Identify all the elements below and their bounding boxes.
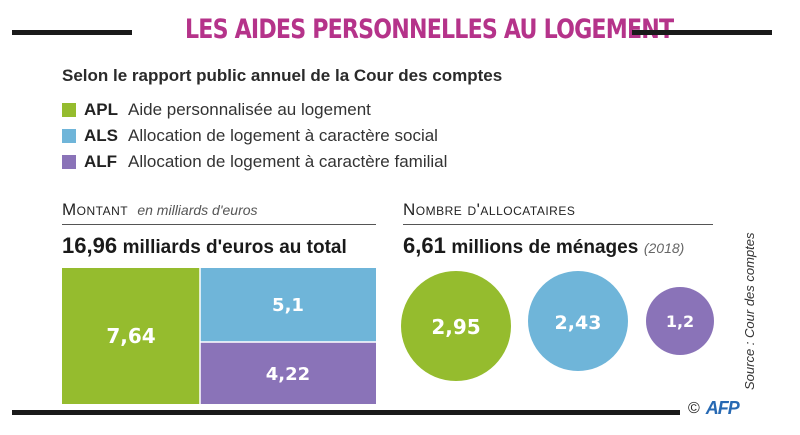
legend-swatch (62, 129, 76, 143)
bottom-bar (12, 410, 680, 415)
allocataires-total-value: 6,61 (403, 233, 446, 258)
allocataires-heading-text: Nombre d'allocataires (403, 200, 576, 219)
title-bar-left (12, 30, 132, 35)
legend-swatch (62, 155, 76, 169)
legend-code: APL (84, 100, 118, 119)
source-note: Source : Cour des comptes (742, 232, 757, 390)
allocataires-total: 6,61 millions de ménages (2018) (403, 233, 684, 259)
bubble-als (528, 271, 628, 371)
montant-total-text: milliards d'euros au total (122, 237, 347, 258)
montant-total-value: 16,96 (62, 233, 118, 258)
copyright-icon: © (688, 399, 700, 417)
treemap-chart: 7,64 5,1 4,22 (62, 268, 376, 404)
legend-label: Aide personnalisée au logement (128, 100, 371, 119)
afp-logo: AFP (705, 398, 740, 418)
subtitle: Selon le rapport public annuel de la Cou… (62, 66, 503, 85)
treemap-label-alf: 4,22 (266, 364, 310, 385)
allocataires-heading: Nombre d'allocataires (403, 200, 575, 220)
legend-item-apl: APL Aide personnalisée au logement (62, 99, 371, 121)
legend-item-als: ALS Allocation de logement à caractère s… (62, 125, 438, 147)
treemap-rect-als (200, 268, 376, 342)
treemap-label-apl: 7,64 (106, 324, 155, 348)
page-title: LES AIDES PERSONNELLES AU LOGEMENT (185, 14, 674, 45)
montant-rule (62, 224, 376, 225)
bubble-apl (401, 271, 511, 381)
allocataires-year-note: (2018) (643, 240, 685, 256)
montant-total: 16,96 milliards d'euros au total (62, 233, 347, 259)
legend-code: ALS (84, 126, 118, 145)
montant-heading-text: Montant (62, 200, 129, 219)
treemap-rect-apl (62, 268, 200, 404)
bubble-chart: 2,95 2,43 1,2 (401, 271, 714, 381)
allocataires-total-text: millions de ménages (451, 237, 639, 258)
montant-unit-note: en milliards d'euros (137, 202, 258, 218)
bubble-label-alf: 1,2 (666, 312, 694, 331)
treemap-label-als: 5,1 (272, 295, 304, 316)
bubble-label-apl: 2,95 (431, 315, 480, 339)
legend-label: Allocation de logement à caractère famil… (128, 152, 448, 171)
legend-code: ALF (84, 152, 118, 171)
legend-item-alf: ALF Allocation de logement à caractère f… (62, 151, 447, 173)
montant-heading: Montant en milliards d'euros (62, 200, 258, 220)
bubble-label-als: 2,43 (555, 312, 602, 334)
bubble-alf (646, 287, 714, 355)
legend-label: Allocation de logement à caractère socia… (128, 126, 438, 145)
title-bar-right (632, 30, 772, 35)
allocataires-rule (403, 224, 713, 225)
treemap-rect-alf (200, 342, 376, 404)
legend-swatch (62, 103, 76, 117)
copyright: © AFP (688, 398, 740, 419)
